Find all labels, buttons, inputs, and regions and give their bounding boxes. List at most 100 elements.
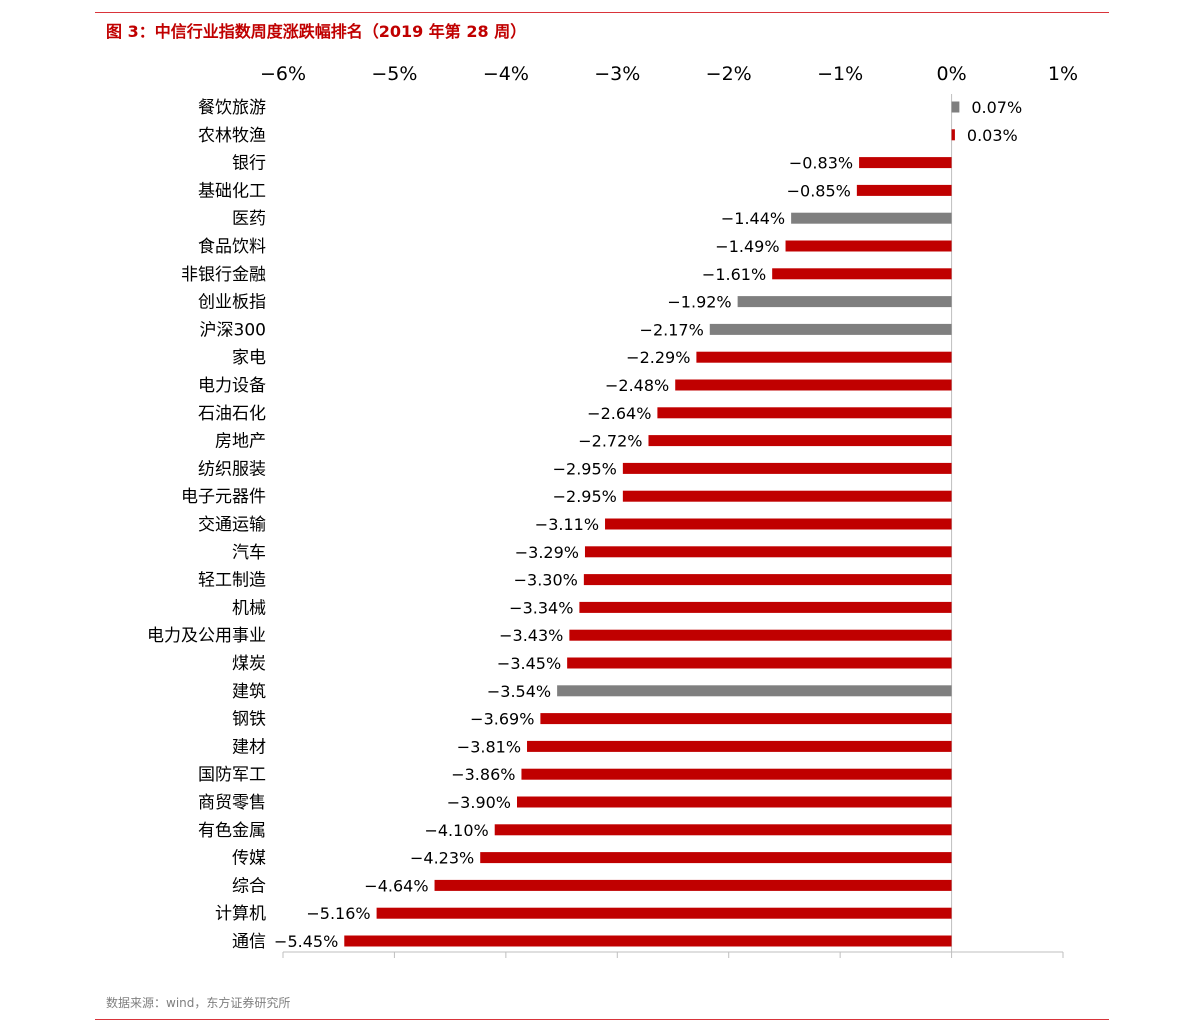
x-tick-label: −4%	[483, 63, 529, 85]
data-label: −2.17%	[640, 320, 704, 339]
category-label: 商贸零售	[198, 793, 266, 813]
x-tick-label: 0%	[936, 63, 966, 85]
data-label: −2.72%	[578, 432, 642, 451]
category-label: 医药	[232, 209, 266, 229]
data-label: −0.85%	[787, 181, 851, 200]
category-label: 电子元器件	[181, 487, 266, 507]
category-label: 国防军工	[198, 765, 266, 785]
category-label: 农林牧渔	[198, 126, 266, 146]
bar	[622, 462, 952, 474]
bar	[376, 907, 952, 919]
data-label: −5.16%	[306, 904, 370, 923]
category-label: 轻工制造	[198, 571, 266, 591]
category-label: 纺织服装	[198, 459, 266, 479]
bar	[584, 546, 952, 558]
data-label: −2.64%	[587, 404, 651, 423]
category-label: 通信	[232, 932, 266, 952]
data-label: −1.49%	[715, 237, 779, 256]
bar	[583, 574, 952, 586]
source-note: 数据来源：wind，东方证券研究所	[106, 996, 291, 1010]
data-label: −3.30%	[514, 571, 578, 590]
data-label: −3.54%	[487, 682, 551, 701]
data-label: −3.45%	[497, 654, 561, 673]
category-label: 钢铁	[232, 710, 266, 730]
x-tick-label: 1%	[1048, 63, 1078, 85]
data-label: −3.43%	[499, 626, 563, 645]
x-tick-label: −2%	[706, 63, 752, 85]
data-label: −0.83%	[789, 154, 853, 173]
bar	[675, 379, 952, 391]
data-label: −3.11%	[535, 515, 599, 534]
category-label: 沪深300	[200, 320, 266, 340]
data-label: −1.92%	[667, 293, 731, 312]
data-label: 0.07%	[971, 98, 1022, 117]
x-tick-label: −5%	[371, 63, 417, 85]
category-label: 有色金属	[198, 821, 266, 841]
chart-title: 图 3：中信行业指数周度涨跌幅排名（2019 年第 28 周）	[106, 22, 527, 41]
category-label: 家电	[232, 348, 266, 368]
category-label: 创业板指	[198, 293, 266, 313]
bar	[951, 129, 955, 141]
data-label: −3.29%	[515, 543, 579, 562]
bar	[791, 212, 952, 224]
data-label: −2.48%	[605, 376, 669, 395]
bar	[540, 713, 952, 725]
x-tick-label: −1%	[817, 63, 863, 85]
category-label: 房地产	[215, 432, 266, 452]
category-label: 石油石化	[198, 404, 266, 424]
data-label: −3.86%	[451, 765, 515, 784]
category-label: 交通运输	[198, 515, 266, 535]
category-label: 非银行金融	[181, 265, 266, 285]
category-label: 银行	[232, 154, 266, 174]
bar	[434, 879, 952, 891]
data-label: −1.44%	[721, 209, 785, 228]
category-label: 煤炭	[232, 654, 266, 674]
bar	[579, 601, 952, 613]
bar	[737, 296, 952, 308]
bar	[622, 490, 952, 502]
category-label: 机械	[232, 598, 266, 618]
category-label: 电力及公用事业	[147, 626, 266, 646]
bar	[567, 657, 952, 669]
data-label: −3.90%	[447, 793, 511, 812]
data-label: −2.29%	[626, 348, 690, 367]
category-label: 建材	[232, 737, 266, 757]
category-label: 传媒	[232, 849, 266, 869]
bar	[856, 184, 952, 196]
bar	[480, 852, 952, 864]
bar	[785, 240, 952, 252]
data-label: −3.81%	[457, 737, 521, 756]
bar	[696, 351, 952, 363]
category-label: 计算机	[215, 904, 266, 924]
bar	[569, 629, 952, 641]
bar	[648, 435, 952, 447]
bar	[709, 323, 952, 335]
top-rule	[95, 12, 1109, 13]
bar	[344, 935, 952, 947]
category-label: 汽车	[232, 543, 266, 563]
bar	[605, 518, 952, 530]
bar	[557, 685, 952, 697]
bar	[772, 268, 952, 280]
category-label: 电力设备	[198, 376, 266, 396]
bar	[527, 740, 952, 752]
data-label: 0.03%	[967, 126, 1018, 145]
data-label: −5.45%	[274, 932, 338, 951]
x-tick-label: −6%	[260, 63, 306, 85]
bar	[951, 101, 960, 113]
bar	[521, 768, 952, 780]
bar	[494, 824, 952, 836]
category-label: 综合	[232, 876, 266, 896]
data-label: −3.69%	[470, 710, 534, 729]
bottom-rule	[95, 1019, 1109, 1020]
data-label: −2.95%	[553, 487, 617, 506]
category-label: 餐饮旅游	[198, 98, 266, 118]
category-label: 基础化工	[198, 181, 266, 201]
x-tick-label: −3%	[594, 63, 640, 85]
data-label: −4.64%	[364, 876, 428, 895]
data-label: −1.61%	[702, 265, 766, 284]
bar	[517, 796, 952, 808]
data-label: −4.23%	[410, 849, 474, 868]
data-label: −2.95%	[553, 459, 617, 478]
category-label: 食品饮料	[198, 237, 266, 257]
